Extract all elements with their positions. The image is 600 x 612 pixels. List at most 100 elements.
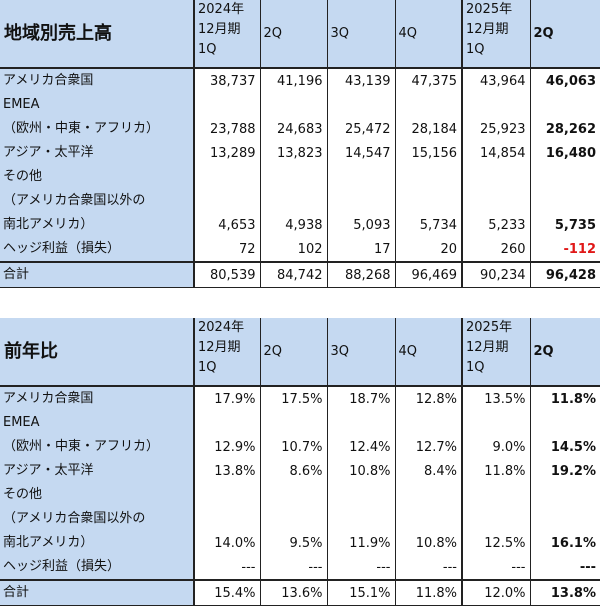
- table-row: ヘッジ利益（損失） 72 102 17 20 260 -112: [0, 237, 600, 262]
- row-label-line: （アメリカ合衆国以外の: [3, 511, 146, 526]
- row-label-line: 合計: [3, 267, 30, 282]
- table-cell: 11.8%: [462, 459, 531, 483]
- row-label-line: （欧州・中東・アフリカ）: [3, 121, 160, 136]
- column-header-line: 1Q: [466, 42, 485, 57]
- table-cell: 16.1%: [550, 536, 596, 551]
- row-label: アメリカ合衆国: [0, 68, 195, 93]
- row-label-line: ヘッジ利益（損失）: [3, 559, 121, 574]
- row-label-line: アメリカ合衆国: [3, 73, 94, 88]
- row-label: アメリカ合衆国: [0, 386, 195, 411]
- column-header: 2Q: [260, 0, 328, 69]
- column-header-line: 12月期: [198, 22, 241, 37]
- table-cell: 96,428: [530, 261, 600, 288]
- table-row: アメリカ合衆国 17.9% 17.5% 18.7% 12.8% 13.5% 11.8%: [0, 386, 600, 411]
- row-label: アジア・太平洋: [0, 459, 195, 483]
- table-cell: 46,063: [545, 74, 596, 89]
- row-label: EMEA （欧州・中東・アフリカ）: [0, 411, 195, 459]
- column-header-line: 2024年: [198, 2, 245, 17]
- table-cell: 13,823: [260, 141, 328, 165]
- row-label: 合計: [0, 261, 195, 288]
- row-label: その他 （アメリカ合衆国以外の 南北アメリカ）: [0, 483, 195, 555]
- table-cell: 38,737: [194, 68, 261, 93]
- table-cell: 9.0%: [462, 411, 531, 459]
- table-row: アメリカ合衆国 38,737 41,196 43,139 47,375 43,964 46,…: [0, 68, 600, 93]
- table-cell: 17: [327, 237, 396, 262]
- table-cell: 11.8%: [550, 392, 596, 407]
- table-cell: 5,093: [327, 165, 396, 237]
- column-header: 4Q: [395, 318, 463, 387]
- table-cell: 15.4%: [194, 579, 261, 606]
- table-row: その他 （アメリカ合衆国以外の 南北アメリカ） 4,653 4,938 5,093 5,73…: [0, 165, 600, 237]
- table-row: EMEA （欧州・中東・アフリカ） 12.9% 10.7% 12.4% 12.7% 9.0%…: [0, 411, 600, 459]
- table-cell: 4,938: [260, 165, 328, 237]
- column-header-line: 12月期: [466, 22, 509, 37]
- table-cell: 17.9%: [194, 386, 261, 411]
- column-header: 2024年 12月期 1Q: [194, 0, 261, 69]
- table-cell: 5,734: [395, 165, 463, 237]
- row-label-line: 南北アメリカ）: [3, 217, 94, 232]
- table-cell: 28,184: [395, 93, 463, 141]
- table-cell: 90,234: [462, 261, 531, 288]
- table-cell: 15,156: [395, 141, 463, 165]
- table-cell: 12.8%: [395, 386, 463, 411]
- table-cell: 47,375: [395, 68, 463, 93]
- row-label-line: アジア・太平洋: [3, 145, 94, 160]
- table-cell: 16,480: [545, 146, 596, 161]
- row-label-line: アメリカ合衆国: [3, 391, 94, 406]
- table-cell: 11.9%: [327, 483, 396, 555]
- column-header-line: 1Q: [198, 42, 217, 57]
- table-cell: 8.4%: [395, 459, 463, 483]
- sales-by-region-table: 地域別売上高 2024年 12月期 1Q 2Q 3Q 4Q 2025年 12月期 1Q 2Q アメリカ…: [0, 0, 600, 288]
- table-cell: 13.6%: [260, 579, 328, 606]
- table-cell: 260: [462, 237, 531, 262]
- table-cell: ---: [327, 555, 396, 580]
- row-label-line: （アメリカ合衆国以外の: [3, 193, 146, 208]
- table-cell: 28,262: [545, 122, 596, 137]
- table-cell: -112: [563, 242, 596, 257]
- table-cell: 43,964: [462, 68, 531, 93]
- table-cell: 25,923: [462, 93, 531, 141]
- column-header: 2025年 12月期 1Q: [462, 318, 531, 387]
- column-header-line: 2025年: [466, 2, 513, 17]
- table-cell: 13.8%: [530, 579, 600, 606]
- table-cell: 13.5%: [462, 386, 531, 411]
- table-cell: 17.5%: [260, 386, 328, 411]
- column-header-line: 2024年: [198, 320, 245, 335]
- table-cell: ---: [395, 555, 463, 580]
- table-cell: ---: [462, 555, 531, 580]
- row-label-line: （欧州・中東・アフリカ）: [3, 439, 160, 454]
- table-row: EMEA （欧州・中東・アフリカ） 23,788 24,683 25,472 28,184…: [0, 93, 600, 141]
- table-cell: ---: [579, 560, 596, 575]
- table-cell: 24,683: [260, 93, 328, 141]
- table-cell: 41,196: [260, 68, 328, 93]
- column-header: 2025年 12月期 1Q: [462, 0, 531, 69]
- column-header: 4Q: [395, 0, 463, 69]
- row-label: EMEA （欧州・中東・アフリカ）: [0, 93, 195, 141]
- row-label-line: EMEA: [3, 415, 40, 430]
- table-cell: 18.7%: [327, 386, 396, 411]
- table-cell: 14.0%: [194, 483, 261, 555]
- table-cell: 13.8%: [194, 459, 261, 483]
- row-label-line: その他: [3, 487, 43, 502]
- row-label: ヘッジ利益（損失）: [0, 555, 195, 580]
- yoy-growth-table: 前年比 2024年 12月期 1Q 2Q 3Q 4Q 2025年 12月期 1Q 2Q アメリカ合衆国…: [0, 318, 600, 606]
- table-cell: 14,854: [462, 141, 531, 165]
- table-cell: 5,735: [554, 218, 596, 233]
- row-label-line: 合計: [3, 585, 30, 600]
- table-title: 地域別売上高: [0, 0, 195, 69]
- table-cell: 72: [194, 237, 261, 262]
- table-cell: 15.1%: [327, 579, 396, 606]
- table-row: その他 （アメリカ合衆国以外の 南北アメリカ） 14.0% 9.5% 11.9% 10.8%…: [0, 483, 600, 555]
- table-cell: 13,289: [194, 141, 261, 165]
- table-cell: 19.2%: [550, 464, 596, 479]
- column-header-line: 2025年: [466, 320, 513, 335]
- table-cell: 20: [395, 237, 463, 262]
- table-cell: 96,469: [395, 261, 463, 288]
- table-title: 前年比: [0, 318, 195, 387]
- column-header-line: 12月期: [198, 340, 241, 355]
- table-cell: 102: [260, 237, 328, 262]
- table-cell: 4,653: [194, 165, 261, 237]
- table-row: 合計 15.4% 13.6% 15.1% 11.8% 12.0% 13.8%: [0, 579, 600, 606]
- table-cell: 23,788: [194, 93, 261, 141]
- table-cell: 12.7%: [395, 411, 463, 459]
